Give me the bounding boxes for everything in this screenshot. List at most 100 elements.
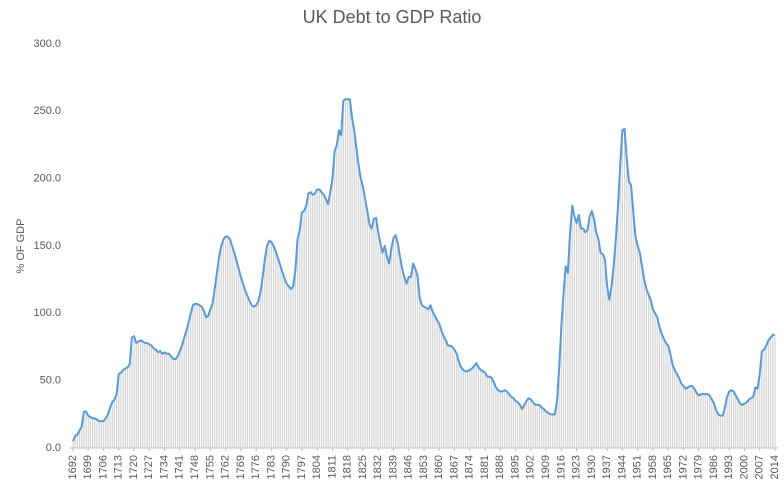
drop-bar (386, 256, 388, 448)
drop-bar (139, 340, 142, 448)
drop-bar (214, 289, 216, 448)
drop-bar (395, 235, 397, 448)
y-tick-label: 250.0 (33, 105, 61, 117)
drop-bar (469, 369, 471, 448)
drop-bar (150, 345, 153, 448)
drop-bar (639, 252, 641, 448)
drop-bar (576, 223, 578, 448)
drop-bar (484, 372, 486, 448)
drop-bar (735, 395, 737, 448)
drop-bar (419, 297, 421, 448)
drop-bar (552, 414, 554, 448)
x-tick-label: 1867 (448, 455, 460, 479)
drop-bar (242, 283, 244, 448)
drop-bar (765, 345, 767, 448)
drop-bar (172, 359, 174, 448)
drop-bar (562, 293, 565, 448)
x-tick-label: 1748 (189, 455, 201, 479)
drop-bar (405, 283, 408, 448)
drop-bar (292, 286, 294, 448)
x-tick-label: 1930 (586, 455, 598, 479)
drop-bar (294, 270, 296, 448)
drop-bar (107, 414, 109, 448)
drop-bar (451, 347, 453, 448)
drop-bar (366, 210, 368, 448)
drop-bar (746, 402, 748, 448)
drop-bar (211, 303, 214, 448)
drop-bar (277, 258, 279, 448)
drop-bar (133, 336, 135, 448)
drop-bar (726, 396, 728, 448)
drop-bar (100, 421, 102, 448)
drop-bar (109, 407, 111, 448)
drop-bar (667, 345, 669, 448)
drop-bar (754, 387, 756, 448)
drop-bar (558, 367, 560, 448)
x-tick-label: 1874 (464, 455, 476, 479)
drop-bar (207, 316, 209, 448)
drop-bar (163, 352, 166, 448)
drop-bar (137, 341, 140, 448)
drop-bar (116, 394, 118, 448)
drop-bar (756, 388, 759, 448)
drop-bar (183, 337, 185, 448)
x-tick-label: 1944 (616, 455, 628, 479)
drop-bar (305, 205, 307, 448)
drop-bar (606, 286, 608, 448)
drop-bar (425, 307, 427, 448)
drop-bar (248, 301, 251, 448)
drop-bar (257, 301, 259, 448)
drop-bar (687, 387, 689, 448)
drop-bar (281, 271, 283, 448)
drop-bar (506, 391, 508, 448)
drop-bar (246, 295, 249, 448)
drop-bar (691, 386, 693, 448)
x-tick-label: 1839 (387, 455, 399, 479)
drop-bar (416, 275, 419, 448)
drop-bar (198, 305, 201, 448)
drop-bar (327, 204, 329, 448)
drop-bar (262, 276, 264, 448)
drop-bar (695, 392, 698, 448)
drop-bar (722, 415, 724, 448)
drop-bar (203, 310, 205, 448)
drop-bar (519, 404, 521, 448)
drop-bar (266, 246, 268, 448)
drop-bar (713, 403, 715, 448)
x-tick-label: 1797 (296, 455, 308, 479)
drop-bar (717, 414, 719, 448)
drop-bar (619, 165, 621, 448)
x-tick-label: 1916 (555, 455, 567, 479)
drop-bar (205, 317, 207, 448)
x-tick-label: 1713 (113, 455, 125, 479)
x-tick-label: 1727 (143, 455, 155, 479)
data-line (72, 98, 775, 442)
drop-bar (532, 402, 534, 448)
drop-bar (349, 99, 351, 449)
drop-bar (299, 229, 301, 448)
drop-bar (355, 149, 358, 449)
drop-bar (357, 165, 360, 448)
drop-bar (388, 263, 390, 448)
drop-bar (375, 217, 377, 448)
drop-bar (111, 402, 113, 448)
drop-bar (495, 387, 497, 448)
drop-bar (194, 303, 196, 448)
drop-bar (76, 434, 78, 448)
drop-bar (410, 276, 412, 448)
drop-bar (96, 419, 98, 448)
drop-bar (743, 403, 746, 448)
y-tick-label: 300.0 (33, 38, 61, 50)
drop-bar (621, 130, 623, 449)
drop-bar (353, 130, 355, 449)
drop-bar (168, 353, 170, 448)
drop-bar (390, 248, 392, 448)
drop-bar (443, 336, 445, 448)
drop-bar (233, 252, 235, 448)
drop-bar (373, 219, 375, 448)
drop-bar (429, 305, 432, 448)
drop-bar (748, 399, 750, 448)
x-tick-label: 1720 (128, 455, 140, 479)
drop-bar (689, 386, 691, 448)
drop-bar (512, 398, 514, 448)
